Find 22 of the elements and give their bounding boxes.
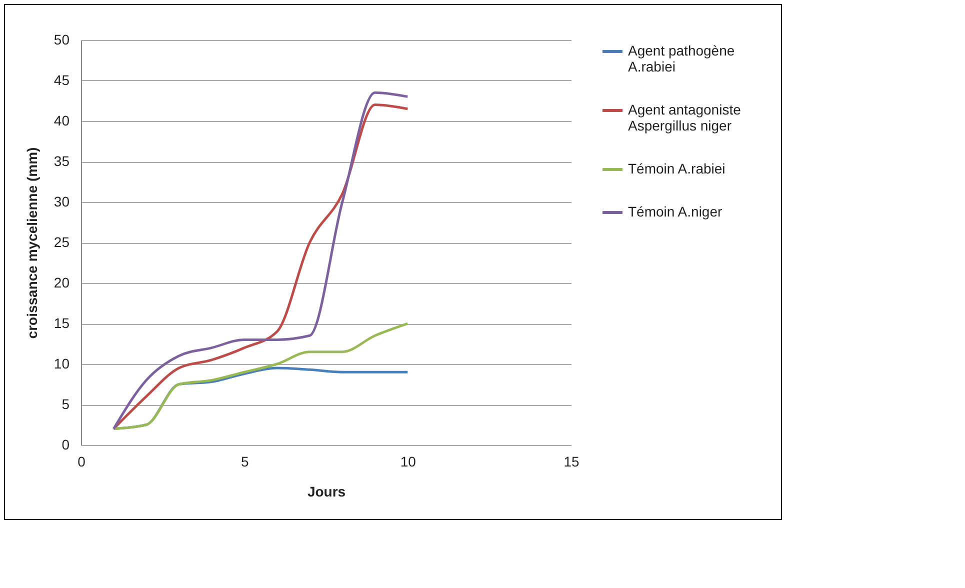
- x-tick-label: 5: [240, 454, 249, 470]
- legend-label: Témoin A.niger: [628, 204, 722, 220]
- x-tick-label: 0: [78, 454, 86, 470]
- x-tick-label: 15: [564, 454, 580, 470]
- x-axis-title: Jours: [307, 484, 346, 500]
- y-tick-label: 15: [54, 315, 70, 331]
- y-tick-label: 20: [54, 274, 70, 290]
- y-tick-label: 25: [54, 234, 70, 250]
- y-axis-title: croissance mycelienne (mm): [24, 147, 40, 339]
- legend-label: Agent antagoniste Aspergillus niger: [628, 102, 742, 134]
- y-tick-label: 30: [54, 194, 70, 210]
- y-tick-label: 40: [54, 112, 70, 128]
- y-tick-label: 10: [54, 356, 70, 372]
- y-tick-label: 0: [62, 436, 70, 452]
- y-tick-label: 5: [62, 396, 70, 412]
- legend-label: Agent pathogène A.rabiei: [628, 42, 735, 74]
- y-tick-label: 45: [54, 72, 70, 88]
- x-tick-label: 10: [400, 454, 416, 470]
- y-tick-label: 50: [54, 32, 70, 48]
- y-tick-label: 35: [54, 153, 70, 169]
- legend-label: Témoin A.rabiei: [628, 160, 726, 176]
- line-series: [112, 322, 409, 430]
